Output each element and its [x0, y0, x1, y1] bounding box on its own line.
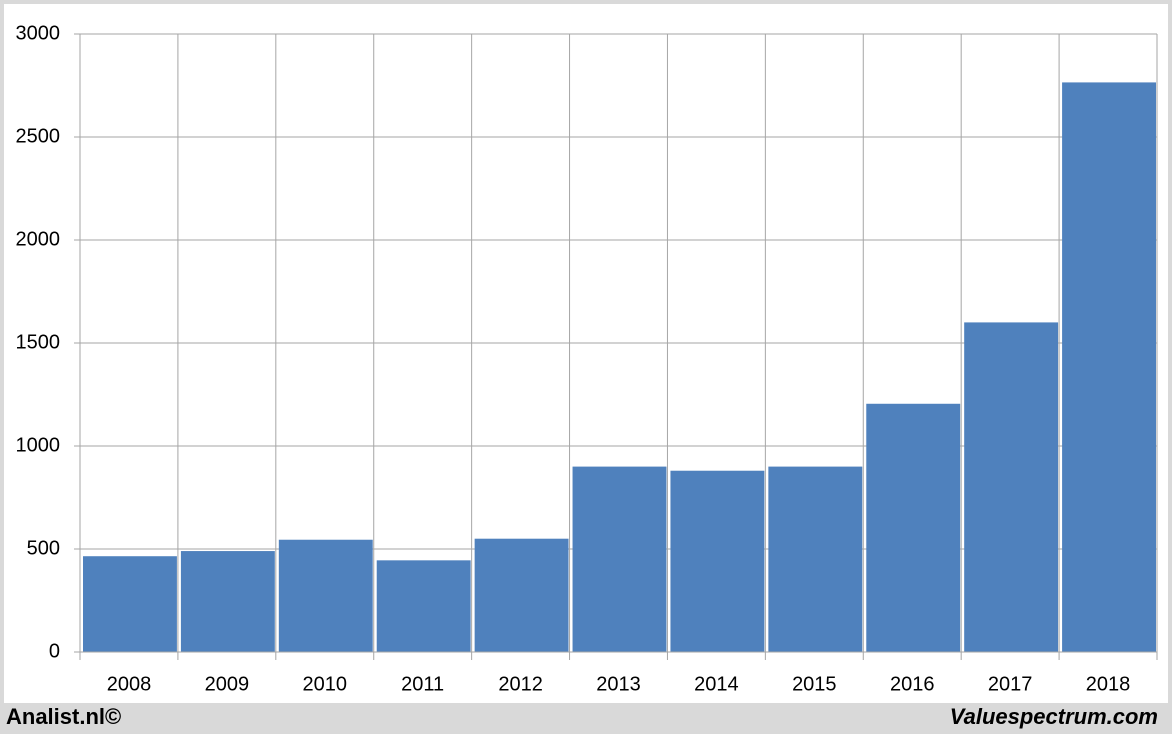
x-tick-label: 2014	[694, 673, 739, 695]
bar	[83, 556, 177, 652]
y-tick-label: 500	[27, 537, 60, 559]
x-tick-label: 2011	[401, 673, 444, 695]
bar	[1062, 82, 1156, 652]
bar	[670, 470, 765, 652]
x-tick-label: 2009	[205, 673, 250, 695]
bar	[768, 466, 863, 652]
bar	[180, 551, 275, 652]
x-tick-label: 2008	[107, 673, 152, 695]
x-tick-label: 2016	[890, 673, 935, 695]
x-tick-label: 2015	[792, 673, 837, 695]
footer-left: Analist.nl©	[6, 704, 121, 729]
y-tick-label: 1000	[16, 434, 61, 456]
bar	[964, 322, 1059, 652]
y-tick-label: 2500	[16, 125, 61, 147]
bar	[572, 466, 667, 652]
x-tick-label: 2013	[596, 673, 641, 695]
y-tick-label: 1500	[16, 331, 61, 353]
bar	[376, 560, 471, 652]
x-tick-label: 2017	[988, 673, 1033, 695]
bar	[278, 539, 373, 652]
y-tick-label: 2000	[16, 228, 61, 250]
x-tick-label: 2010	[303, 673, 348, 695]
bar	[866, 403, 961, 652]
x-tick-label: 2018	[1086, 673, 1131, 695]
y-tick-label: 0	[49, 640, 60, 662]
bar	[474, 538, 569, 652]
x-tick-label: 2012	[498, 673, 543, 695]
footer-right: Valuespectrum.com	[950, 704, 1158, 729]
y-tick-label: 3000	[16, 22, 61, 44]
